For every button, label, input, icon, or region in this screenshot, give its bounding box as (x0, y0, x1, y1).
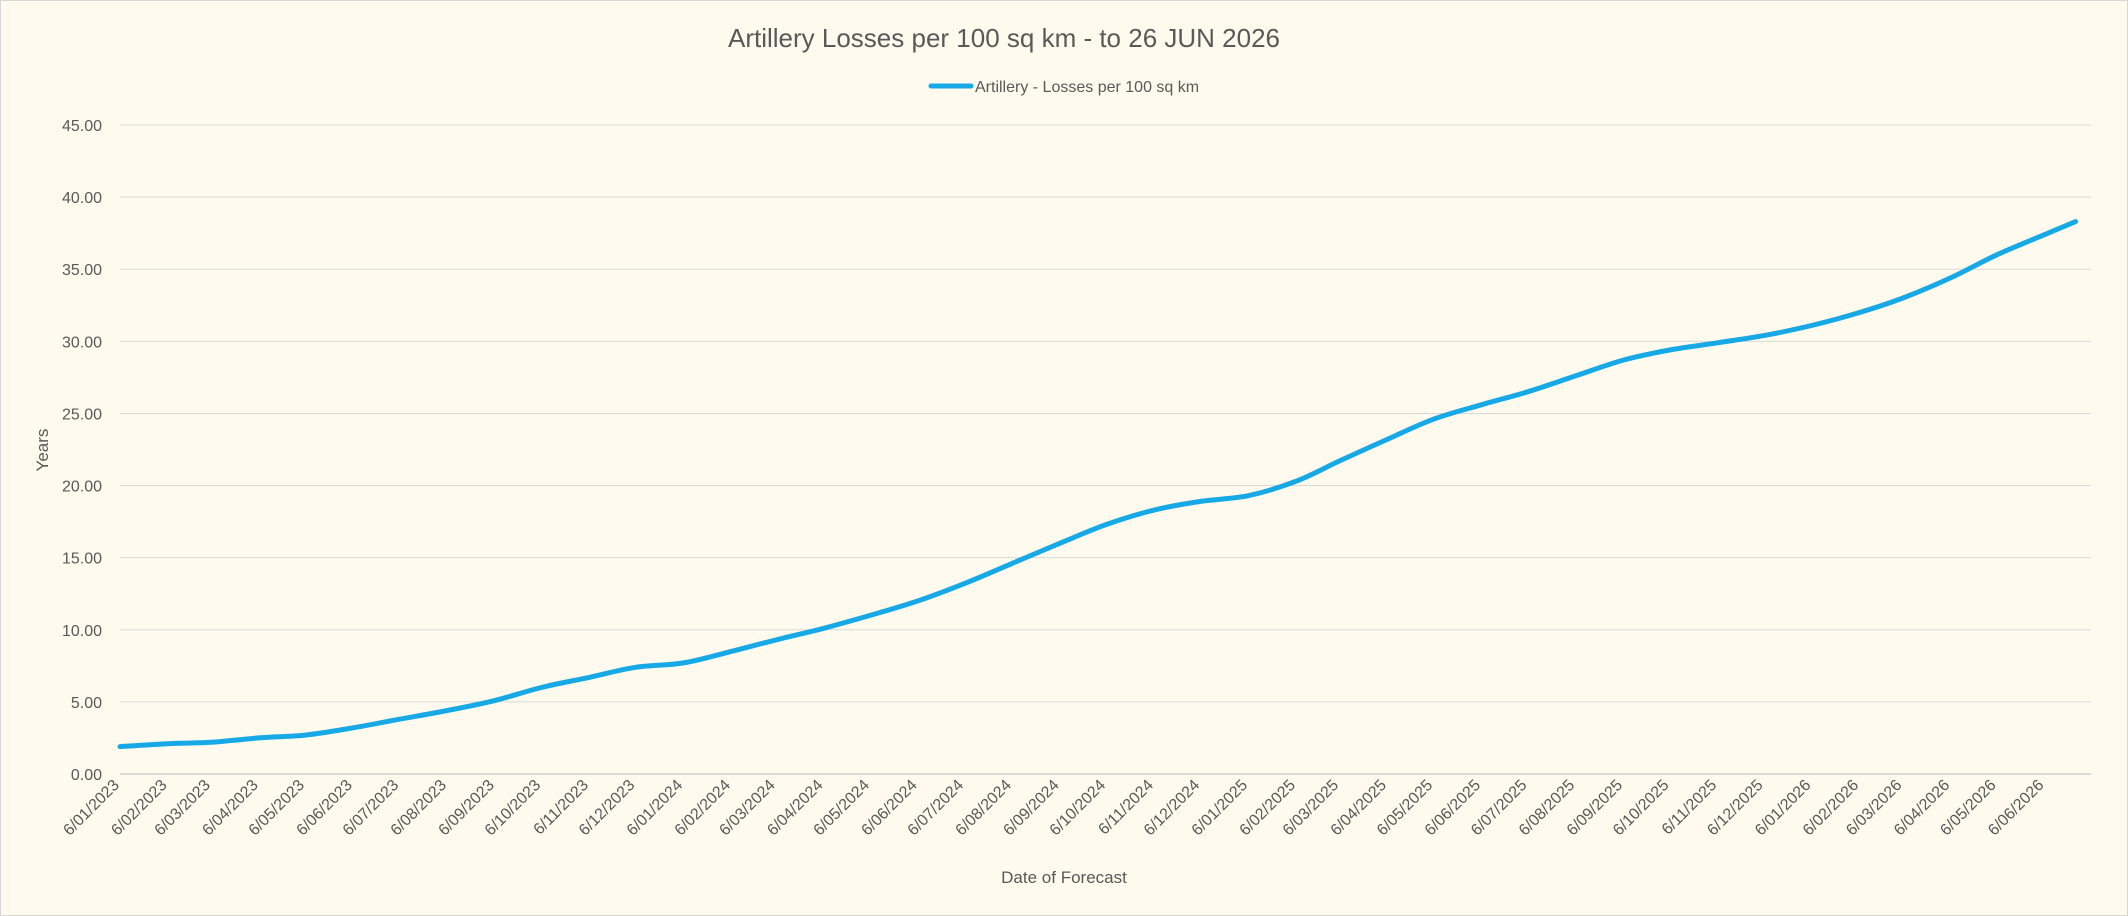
y-tick-labels: 0.00 5.00 10.00 15.00 20.00 25.00 30.00 35.00 40… (62, 118, 102, 784)
y-tick-label: 30.00 (62, 334, 102, 351)
y-tick-label: 5.00 (71, 695, 102, 712)
y-tick-label: 40.00 (62, 190, 102, 207)
y-tick-label: 45.00 (62, 118, 102, 135)
y-tick-label: 10.00 (62, 623, 102, 640)
y-gridlines (120, 124, 2091, 775)
y-tick-label: 0.00 (71, 767, 102, 784)
x-axis-title: Date of Forecast (1001, 868, 1127, 887)
y-axis-title: Years (33, 429, 52, 472)
legend-label: Artillery - Losses per 100 sq km (975, 79, 1199, 96)
y-tick-label: 20.00 (62, 479, 102, 496)
y-tick-label: 35.00 (62, 262, 102, 279)
y-tick-label: 15.00 (62, 551, 102, 568)
chart-title: Artillery Losses per 100 sq km - to 26 J… (728, 23, 1280, 53)
x-tick-labels: 6/01/20236/02/20236/03/20236/04/20236/05… (60, 777, 2047, 839)
y-tick-label: 25.00 (62, 406, 102, 423)
legend: Artillery - Losses per 100 sq km (928, 79, 1199, 96)
series-layer (117, 219, 2079, 750)
series-line (117, 219, 2079, 750)
